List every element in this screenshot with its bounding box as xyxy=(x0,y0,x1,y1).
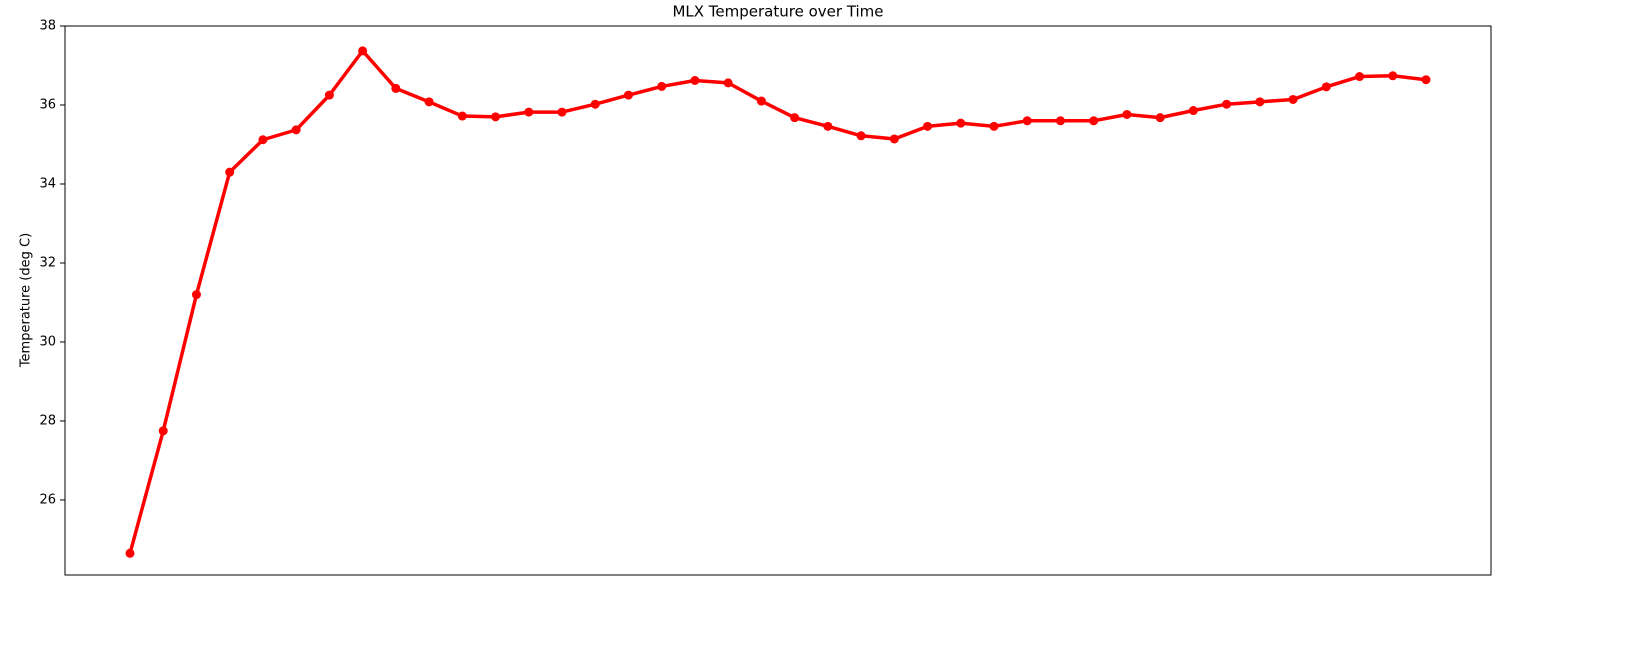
point xyxy=(1255,97,1265,107)
point xyxy=(856,131,866,141)
point xyxy=(790,113,800,123)
point xyxy=(391,83,401,93)
point xyxy=(989,121,999,131)
point xyxy=(225,167,235,177)
point xyxy=(1355,72,1365,82)
point xyxy=(823,121,833,131)
y-tick-label: 32 xyxy=(39,255,56,270)
point xyxy=(1321,82,1331,92)
point xyxy=(258,135,268,145)
point xyxy=(457,111,467,121)
point xyxy=(191,290,201,300)
point xyxy=(1421,75,1431,85)
point xyxy=(1089,116,1099,126)
line xyxy=(128,49,1427,554)
point xyxy=(723,78,733,88)
point xyxy=(756,96,766,106)
point xyxy=(524,107,534,117)
point xyxy=(1155,113,1165,123)
point xyxy=(956,118,966,128)
point xyxy=(158,426,168,436)
y-tick-label: 26 xyxy=(39,492,56,507)
point xyxy=(1122,109,1132,119)
y-tick-label: 36 xyxy=(39,97,56,112)
point xyxy=(1022,116,1032,126)
point xyxy=(1388,71,1398,81)
point xyxy=(324,90,334,100)
point xyxy=(690,76,700,86)
y-tick-label: 28 xyxy=(39,413,56,428)
point xyxy=(923,121,933,131)
point xyxy=(358,46,368,56)
point xyxy=(590,99,600,109)
y-tick-label: 34 xyxy=(39,176,56,191)
point xyxy=(291,125,301,135)
y-tick-label: 30 xyxy=(39,334,56,349)
point xyxy=(657,81,667,91)
point xyxy=(1222,99,1232,109)
point xyxy=(557,107,567,117)
plot-frame xyxy=(64,25,1492,576)
point xyxy=(424,97,434,107)
y-tick-label: 38 xyxy=(39,19,56,34)
point xyxy=(1288,94,1298,104)
y-axis-label: Temperature (deg C) xyxy=(19,233,34,368)
point xyxy=(125,548,135,558)
chart-title: MLX Temperature over Time xyxy=(672,3,883,21)
point xyxy=(889,134,899,144)
point xyxy=(1055,116,1065,126)
point xyxy=(623,90,633,100)
point xyxy=(1188,106,1198,116)
point xyxy=(491,112,501,122)
